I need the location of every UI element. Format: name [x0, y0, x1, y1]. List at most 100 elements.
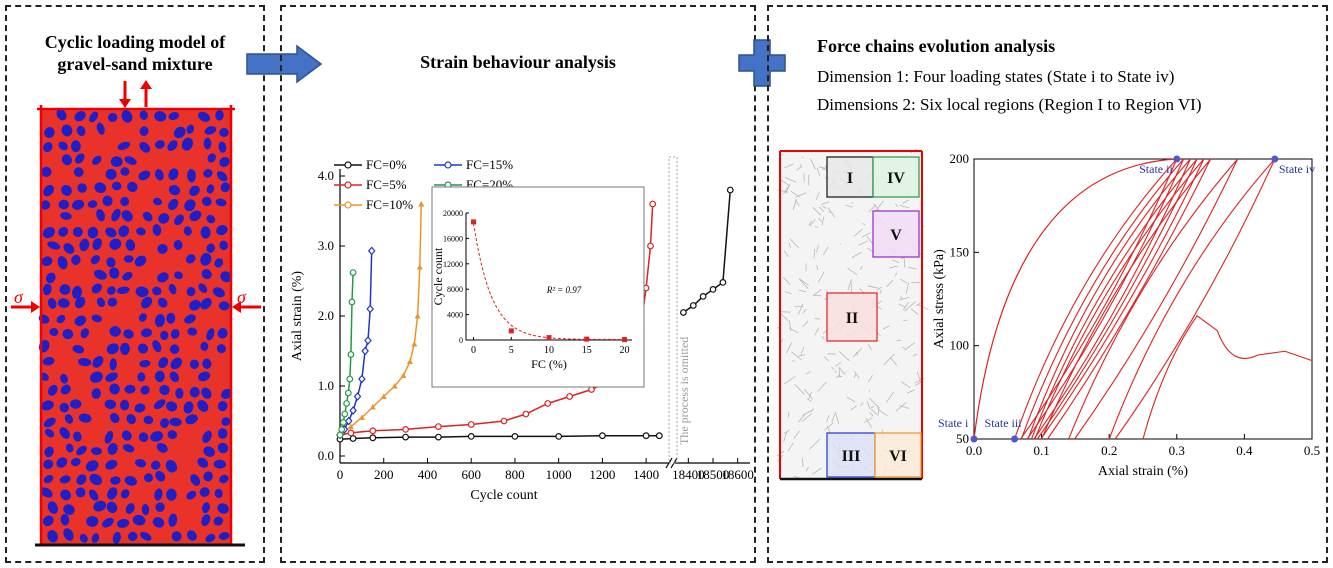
gravel-particle — [61, 184, 72, 196]
inset-y-tick-label: 12000 — [443, 260, 463, 269]
flow-plus — [738, 39, 786, 87]
sigma-left-label: σ — [14, 287, 24, 307]
inset-r2-annotation: R² = 0.97 — [546, 285, 582, 295]
data-point — [467, 421, 475, 428]
gravel-particle — [139, 359, 151, 368]
gravel-particle — [126, 414, 137, 425]
gravel-particle — [47, 530, 58, 543]
region-label: V — [890, 227, 902, 244]
gravel-particle — [44, 428, 55, 438]
data-point — [689, 302, 697, 309]
gravel-particle — [123, 329, 134, 339]
gravel-particle — [154, 314, 165, 328]
gravel-particle — [105, 168, 117, 180]
gravel-particle — [215, 198, 227, 207]
data-point — [642, 432, 650, 440]
data-point — [511, 433, 519, 440]
gravel-particle — [216, 344, 226, 354]
region-label: III — [842, 448, 861, 465]
inset-x-tick-label: 15 — [582, 345, 592, 356]
model-panel: Cyclic loading model of gravel-sand mixt… — [5, 5, 265, 563]
gravel-particle — [185, 414, 198, 425]
gravel-particle — [112, 531, 121, 544]
gravel-particle — [135, 458, 147, 468]
region-label: I — [847, 170, 853, 187]
gravel-particle — [202, 430, 212, 443]
data-point — [649, 200, 657, 208]
gravel-particle — [157, 272, 169, 283]
gravel-particle — [136, 227, 146, 236]
stress-x-tick-label: 0.0 — [966, 443, 982, 458]
inset-data-point — [508, 328, 514, 334]
data-point — [349, 269, 357, 277]
dimension-2-text: Dimensions 2: Six local regions (Region … — [817, 95, 1202, 114]
gravel-particle — [200, 226, 211, 239]
gravel-particle — [203, 137, 212, 150]
gravel-particle — [119, 399, 130, 411]
gravel-particle — [102, 517, 114, 528]
x-tick-label: 200 — [374, 467, 394, 482]
hysteresis-loops — [973, 158, 1313, 440]
gravel-particle — [43, 142, 53, 153]
stress-y-tick-label: 200 — [950, 151, 970, 166]
gravel-particle — [154, 111, 167, 122]
gravel-particle — [199, 487, 210, 497]
series-line — [339, 434, 660, 440]
gravel-particle — [218, 141, 227, 153]
gravel-particle — [219, 240, 229, 251]
gravel-particle — [41, 166, 52, 177]
flow-arrow-right — [246, 44, 323, 84]
load-arrow-up-head — [140, 80, 152, 89]
gravel-particle — [65, 443, 74, 453]
gravel-particle — [124, 156, 137, 165]
gravel-particle — [203, 471, 213, 482]
gravel-particle — [43, 184, 54, 197]
gravel-particle — [201, 269, 212, 280]
gravel-particle — [168, 184, 181, 196]
gravel-particle — [122, 444, 135, 453]
gravel-particle — [206, 243, 215, 253]
gravel-particle — [88, 489, 99, 501]
initial-loading-curve — [973, 158, 1177, 440]
model-title-line1: Cyclic loading model of — [44, 32, 226, 52]
gravel-particle — [89, 111, 99, 123]
gravel-particles — [38, 108, 233, 544]
gravel-particle — [142, 211, 153, 222]
gravel-particle — [71, 254, 81, 265]
gravel-particle — [216, 171, 228, 182]
gravel-particle — [189, 210, 202, 222]
gravel-particle — [63, 528, 74, 541]
gravel-particle — [79, 238, 90, 252]
gravel-particle — [77, 357, 92, 367]
gravel-particle — [144, 473, 154, 483]
gravel-particle — [43, 417, 56, 428]
gravel-particle — [217, 328, 228, 339]
gravel-particle — [70, 399, 82, 409]
gravel-particle — [197, 400, 209, 412]
gravel-particle — [92, 155, 102, 165]
gravel-particle — [218, 532, 230, 540]
legend-marker — [344, 161, 352, 169]
gravel-particle — [78, 413, 92, 423]
gravel-particle — [128, 531, 138, 542]
data-point — [361, 346, 369, 356]
gravel-particle — [157, 243, 168, 254]
sigma-right-label: σ — [237, 287, 247, 307]
data-point — [343, 400, 350, 407]
gravel-particle — [216, 225, 228, 236]
legend-marker — [344, 201, 352, 209]
x-tick-label: 18500 — [697, 467, 730, 482]
gravel-particle — [49, 327, 59, 337]
gravel-particle — [104, 430, 114, 444]
gravel-particle — [56, 314, 66, 324]
state-point — [1011, 435, 1019, 443]
gravel-particle — [175, 388, 184, 399]
gravel-particle — [155, 169, 164, 181]
state-label: State iii — [985, 416, 1023, 430]
data-point — [380, 393, 387, 399]
x-tick-label: 600 — [461, 467, 481, 482]
gravel-particle — [106, 343, 119, 355]
gravel-particle — [109, 412, 120, 424]
gravel-particle — [183, 401, 194, 414]
gravel-particle — [135, 286, 149, 298]
